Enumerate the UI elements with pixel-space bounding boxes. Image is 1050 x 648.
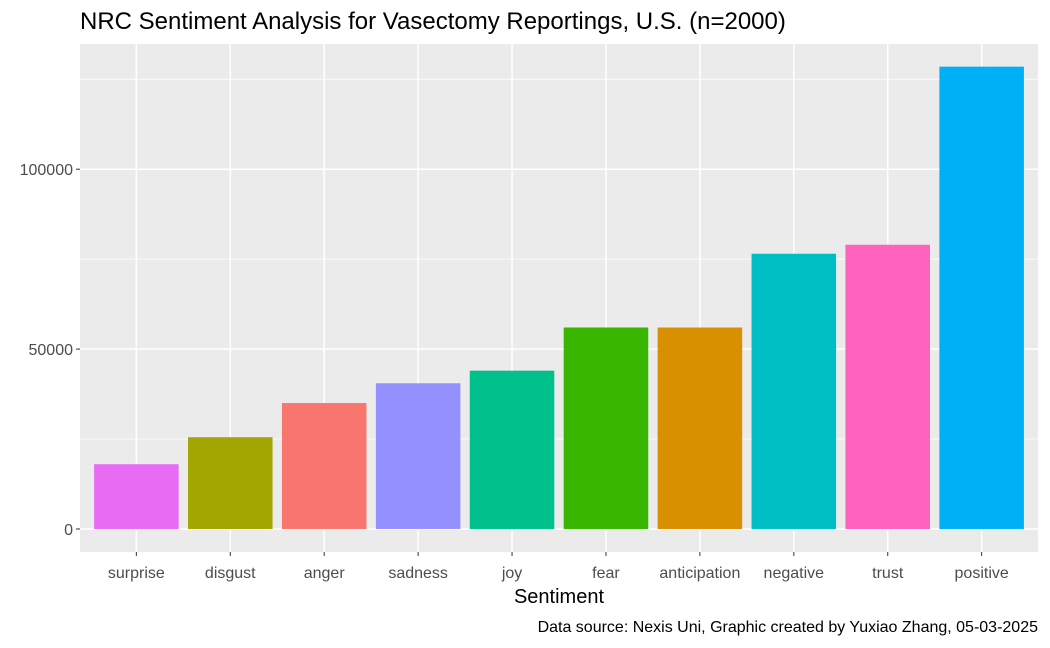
x-tick-label: disgust [205, 565, 256, 582]
x-axis-ticks: surprise disgust anger sadness joy fear antici… [108, 552, 1009, 582]
bar-anger [281, 403, 367, 529]
x-tick-label: negative [764, 565, 825, 582]
bar-trust [845, 244, 930, 529]
x-tick-label: sadness [388, 565, 448, 582]
x-tick-label: surprise [108, 565, 165, 582]
x-tick-label: anger [304, 565, 346, 582]
x-axis-label: Sentiment [513, 586, 605, 608]
x-tick-label: positive [955, 565, 1009, 582]
bar-joy [469, 370, 555, 529]
x-tick-label: anticipation [659, 565, 740, 582]
chart-caption: Data source: Nexis Uni, Graphic created … [537, 619, 1038, 636]
bar-surprise [94, 464, 179, 529]
x-tick-label: fear [592, 565, 620, 582]
y-tick-label: 50000 [29, 342, 74, 359]
bar-disgust [188, 437, 273, 529]
bars [94, 66, 1024, 529]
x-tick-label: joy [501, 565, 522, 582]
bar-positive [939, 66, 1024, 529]
chart-title: NRC Sentiment Analysis for Vasectomy Rep… [80, 8, 786, 35]
bar-negative [751, 253, 837, 529]
y-tick-label: 0 [64, 522, 73, 539]
bar-sadness [375, 383, 461, 529]
y-tick-label: 100000 [20, 162, 73, 179]
bar-anticipation [657, 327, 743, 529]
y-axis-ticks: 0 50000 100000 [20, 162, 80, 539]
bar-fear [563, 327, 649, 529]
x-tick-label: trust [872, 565, 904, 582]
